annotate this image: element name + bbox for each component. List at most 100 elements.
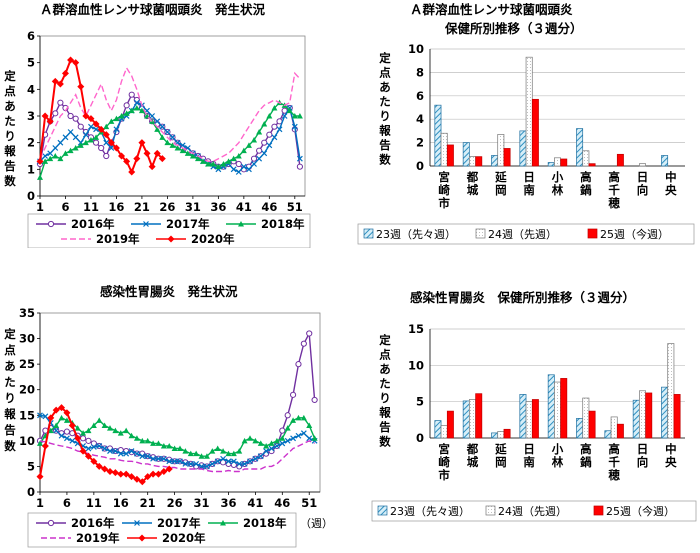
category-label: 高千穂 xyxy=(608,442,620,482)
data-point-stroke xyxy=(159,123,166,130)
legend-label: 2020年 xyxy=(162,531,206,545)
data-point xyxy=(166,458,173,465)
data-point-stroke xyxy=(53,427,60,434)
data-point-stroke xyxy=(69,437,76,444)
data-point xyxy=(42,158,49,164)
data-point xyxy=(133,155,141,163)
category-label-char: 高 xyxy=(580,442,592,456)
data-point xyxy=(160,468,168,476)
data-point xyxy=(82,139,89,146)
category-label-char: 中 xyxy=(665,442,677,456)
data-point xyxy=(90,444,97,450)
legend-swatch xyxy=(485,505,496,516)
x-tick-label: 1 xyxy=(36,200,44,214)
data-point xyxy=(103,123,110,130)
y-axis-title-char: あ xyxy=(4,99,16,113)
data-point xyxy=(256,147,263,154)
data-point xyxy=(225,458,232,465)
data-point xyxy=(80,430,87,436)
data-point-stroke xyxy=(160,455,167,462)
data-point xyxy=(128,168,136,176)
data-point xyxy=(62,134,69,141)
y-axis-title-char: 告 xyxy=(4,159,16,173)
data-point xyxy=(252,455,259,462)
y-tick-label: 1 xyxy=(27,162,35,176)
data-point xyxy=(58,404,66,412)
data-point xyxy=(47,414,55,422)
y-axis-title-char: 数 xyxy=(379,435,391,449)
y-axis-title-char: た xyxy=(379,95,391,109)
data-point xyxy=(144,437,151,444)
data-point-stroke xyxy=(290,435,297,442)
category-label-char: 南 xyxy=(523,455,535,469)
data-point xyxy=(90,440,97,447)
category-label-char: 央 xyxy=(665,455,677,469)
data-point-stroke xyxy=(236,460,243,467)
x-tick-label: 16 xyxy=(108,200,124,214)
data-point xyxy=(92,139,100,146)
data-point xyxy=(296,113,303,119)
data-point-stroke xyxy=(85,445,92,452)
category-label-char: 日 xyxy=(523,442,535,456)
category-label-char: 延 xyxy=(494,170,507,184)
y-tick-label: 20 xyxy=(19,383,35,397)
category-label-char: 小 xyxy=(551,442,564,456)
category-label-char: 城 xyxy=(467,183,479,197)
category-label-char: 林 xyxy=(552,183,564,197)
data-point xyxy=(128,432,135,439)
data-point-stroke xyxy=(276,126,283,133)
data-point-stroke xyxy=(291,123,298,130)
data-point xyxy=(138,478,146,486)
series-2018年 xyxy=(37,414,318,459)
data-point xyxy=(291,113,298,119)
data-point xyxy=(198,453,205,459)
data-point xyxy=(58,414,65,421)
data-point xyxy=(241,437,248,444)
data-point xyxy=(69,437,76,444)
data-point xyxy=(123,102,130,109)
data-point xyxy=(117,470,125,478)
category-label-char: 鍋 xyxy=(580,455,592,469)
bar xyxy=(582,397,590,439)
data-point xyxy=(123,157,131,165)
data-point xyxy=(149,470,157,478)
data-point-stroke xyxy=(284,437,291,444)
data-point xyxy=(77,142,84,148)
legend-box xyxy=(27,512,297,548)
y-tick-label: 2 xyxy=(27,136,35,150)
category-label: 日向 xyxy=(637,442,649,469)
category-label-char: 日 xyxy=(637,442,649,456)
y-axis-title-char: 定 xyxy=(4,327,16,341)
chart-title: Ａ群溶血性レンサ球菌咽頭炎 xyxy=(410,2,573,17)
data-point xyxy=(57,139,64,146)
data-point xyxy=(84,452,92,460)
data-point-stroke xyxy=(90,444,97,450)
strep-bar-panel: Ａ群溶血性レンサ球菌咽頭炎 保健所別推移（３週分） 定点あたり報告数 0 2 4 6 8 1… xyxy=(355,0,700,248)
data-point xyxy=(58,432,65,439)
data-point xyxy=(219,459,227,466)
data-point-stroke xyxy=(144,453,151,460)
data-point-stroke xyxy=(179,142,186,149)
series-2019年 xyxy=(39,66,301,162)
x-tick-label: 16 xyxy=(113,496,129,510)
data-point-stroke xyxy=(164,129,171,135)
data-point xyxy=(251,161,257,167)
data-point-stroke xyxy=(256,155,263,162)
y-axis-title-char: 点 xyxy=(4,343,16,357)
y-axis-title-char: 数 xyxy=(4,439,16,453)
series-line xyxy=(39,416,316,457)
data-point-stroke xyxy=(214,458,221,465)
category-label-char: 向 xyxy=(637,183,649,197)
data-point xyxy=(150,440,157,446)
legend-item: 2018年 xyxy=(226,217,305,231)
data-point xyxy=(133,435,140,441)
data-point xyxy=(57,99,64,106)
data-point-stroke xyxy=(240,163,247,170)
data-point xyxy=(72,115,79,122)
series-2016年 xyxy=(36,91,304,173)
data-point xyxy=(128,107,135,114)
legend-item: 23週（先々週） xyxy=(377,505,470,518)
